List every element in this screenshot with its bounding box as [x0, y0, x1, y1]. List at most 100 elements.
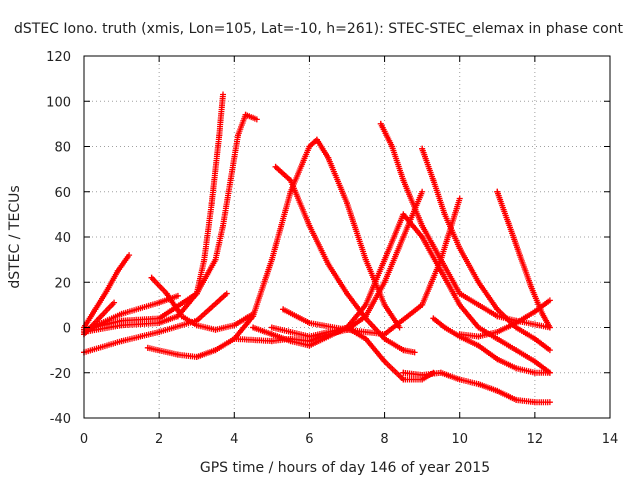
- data-point: [193, 290, 200, 297]
- data-point: [400, 369, 407, 376]
- data-point: [344, 324, 350, 331]
- data-point: [528, 283, 535, 290]
- data-point: [325, 261, 332, 268]
- data-point: [400, 211, 407, 218]
- data-point: [250, 324, 257, 331]
- data-point: [513, 347, 520, 354]
- data-point: [208, 200, 215, 207]
- series-trace: [377, 120, 551, 331]
- data-point: [280, 306, 287, 313]
- y-tick-label: -40: [50, 412, 71, 427]
- data-point: [250, 313, 257, 320]
- data-point: [539, 310, 546, 317]
- data-point: [227, 177, 234, 184]
- y-tick-label: 40: [54, 231, 71, 246]
- data-point: [400, 347, 407, 354]
- x-tick-label: 12: [527, 432, 544, 447]
- y-tick-label: 60: [54, 186, 71, 201]
- data-point: [494, 188, 501, 195]
- data-point: [546, 369, 553, 376]
- data-point: [268, 324, 275, 331]
- series-9: [272, 163, 418, 356]
- data-point: [362, 313, 369, 320]
- x-tick-label: 14: [602, 432, 619, 447]
- data-point: [377, 120, 384, 127]
- data-point: [118, 317, 125, 324]
- data-point: [456, 195, 463, 202]
- data-point: [381, 279, 388, 286]
- data-point: [546, 297, 553, 304]
- series-15: [268, 211, 553, 376]
- y-axis-label: dSTEC / TECUs: [7, 185, 23, 288]
- data-point: [103, 288, 110, 295]
- data-point: [220, 222, 227, 229]
- data-point: [148, 274, 155, 281]
- y-tick-label: 120: [46, 50, 71, 65]
- data-point: [306, 143, 313, 150]
- data-point: [126, 252, 133, 259]
- x-tick-label: 8: [380, 432, 388, 447]
- data-point: [475, 381, 482, 388]
- y-tick-label: 0: [63, 322, 71, 337]
- y-tick-label: 80: [54, 141, 71, 156]
- x-tick-label: 6: [305, 432, 313, 447]
- series-19: [456, 297, 553, 340]
- data-point: [193, 353, 200, 360]
- data-series: [81, 91, 553, 406]
- data-point: [325, 154, 332, 161]
- data-point: [313, 136, 320, 143]
- data-point: [362, 256, 369, 263]
- data-point: [456, 331, 463, 338]
- ticks: 0 2 4 6 8 10 12 14 -40 -20 0 20 40 60 80 100 120: [46, 50, 618, 447]
- data-point: [531, 308, 538, 315]
- data-point: [235, 132, 242, 139]
- data-point: [381, 358, 388, 365]
- data-point: [400, 234, 407, 240]
- data-point: [92, 306, 99, 313]
- chart-title: dSTEC Iono. truth (xmis, Lon=105, Lat=-1…: [14, 21, 624, 37]
- data-point: [430, 315, 437, 322]
- data-point: [178, 313, 185, 320]
- data-point: [546, 347, 553, 354]
- data-point: [419, 301, 426, 308]
- data-point: [396, 324, 403, 331]
- data-point: [475, 342, 482, 349]
- data-point: [531, 399, 538, 406]
- data-point: [513, 365, 520, 372]
- data-point: [212, 256, 219, 263]
- data-point: [220, 91, 227, 98]
- data-point: [272, 163, 279, 170]
- data-point: [441, 324, 448, 331]
- data-point: [242, 111, 249, 118]
- data-point: [212, 326, 219, 333]
- x-tick-label: 4: [230, 432, 238, 447]
- data-point: [419, 234, 426, 240]
- data-point: [163, 290, 170, 297]
- x-tick-label: 0: [80, 432, 88, 447]
- data-point: [287, 338, 294, 345]
- data-point: [430, 177, 437, 184]
- data-point: [111, 299, 118, 306]
- data-point: [306, 319, 313, 326]
- data-point: [437, 256, 444, 263]
- data-point: [306, 222, 313, 229]
- data-point: [505, 220, 512, 227]
- data-point: [475, 324, 482, 331]
- data-point: [389, 143, 396, 150]
- data-point: [381, 256, 388, 263]
- data-point: [231, 335, 238, 342]
- data-point: [118, 310, 125, 317]
- x-tick-label: 10: [451, 432, 468, 447]
- series-trace: [144, 136, 402, 360]
- series-14: [419, 145, 553, 354]
- data-point: [118, 338, 125, 345]
- data-point: [253, 116, 260, 123]
- data-point: [96, 315, 103, 322]
- data-point: [193, 322, 200, 329]
- data-point: [419, 222, 426, 229]
- series-13: [377, 120, 553, 331]
- data-point: [531, 358, 538, 365]
- data-point: [156, 315, 163, 322]
- data-point: [441, 211, 448, 218]
